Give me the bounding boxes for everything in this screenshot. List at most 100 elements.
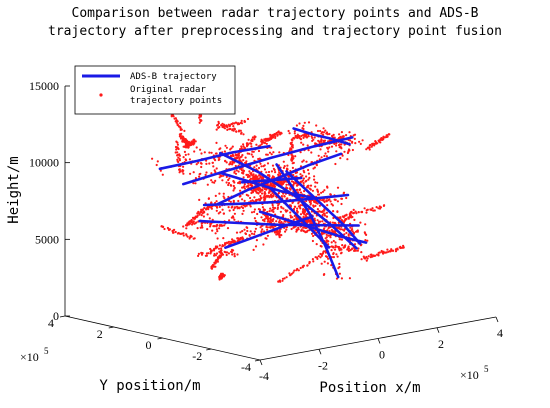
radar-point (237, 170, 240, 173)
radar-point (249, 230, 252, 233)
radar-point (312, 260, 315, 263)
radar-point (220, 247, 223, 250)
radar-point (178, 168, 181, 171)
radar-point (364, 223, 367, 226)
radar-point (260, 138, 263, 141)
radar-point (311, 239, 314, 243)
radar-point (189, 172, 192, 175)
radar-point (293, 218, 296, 221)
radar-point (307, 135, 310, 138)
y-tick-label: 4 (48, 316, 54, 330)
radar-point (334, 162, 337, 166)
adsb-track-line (219, 151, 358, 250)
radar-point (286, 164, 289, 167)
radar-point (336, 186, 340, 189)
y-tick-label: 2 (97, 327, 103, 341)
radar-point (248, 234, 251, 237)
radar-point (273, 168, 276, 172)
radar-point (312, 234, 315, 238)
radar-point (253, 230, 256, 233)
radar-point (223, 150, 226, 153)
radar-point (340, 202, 343, 206)
radar-point (307, 121, 311, 124)
radar-point (250, 211, 254, 214)
radar-point (294, 136, 297, 139)
radar-point (280, 132, 283, 135)
radar-point (210, 151, 213, 154)
radar-point (283, 165, 286, 168)
radar-point (325, 215, 329, 218)
radar-point (306, 264, 309, 267)
radar-point (241, 198, 244, 201)
radar-point (224, 160, 227, 163)
radar-point (208, 205, 211, 208)
radar-point (242, 143, 245, 146)
radar-point (255, 187, 258, 190)
radar-point (330, 203, 333, 206)
radar-point (309, 203, 312, 206)
radar-point (285, 186, 288, 189)
radar-point (307, 220, 310, 223)
z-tick-label: 15000 (29, 79, 59, 93)
radar-point (332, 252, 335, 256)
adsb-track-line (216, 152, 343, 206)
radar-point (230, 216, 233, 219)
radar-point (366, 239, 369, 242)
radar-point (339, 252, 343, 255)
radar-point (228, 128, 231, 131)
radar-point (356, 249, 359, 252)
radar-point (218, 227, 221, 230)
radar-point (217, 120, 220, 123)
radar-point (178, 159, 181, 162)
radar-point (345, 231, 348, 235)
adsb-track-line (202, 193, 350, 207)
radar-point (390, 248, 393, 251)
radar-point (330, 134, 334, 138)
radar-point (178, 135, 181, 138)
radar-point (272, 175, 275, 179)
radar-point (398, 246, 401, 249)
radar-point (372, 209, 375, 212)
radar-point (300, 228, 303, 231)
radar-point (353, 133, 357, 136)
radar-point (240, 119, 243, 122)
radar-point (272, 206, 275, 209)
radar-point (323, 154, 326, 158)
radar-point (315, 243, 318, 246)
radar-point (253, 196, 256, 199)
radar-point (201, 252, 204, 255)
radar-point (254, 227, 257, 230)
radar-point (269, 207, 272, 210)
radar-point (177, 156, 180, 159)
radar-point (203, 151, 206, 154)
radar-point (225, 181, 228, 184)
radar-point (249, 205, 252, 208)
radar-point (227, 206, 230, 209)
radar-point (291, 166, 294, 169)
radar-point (241, 230, 244, 233)
radar-point (237, 181, 240, 185)
radar-point (206, 228, 209, 231)
radar-point (253, 136, 256, 139)
radar-point (290, 180, 294, 183)
radar-point (214, 194, 217, 197)
radar-point (188, 144, 191, 147)
radar-point (291, 143, 294, 147)
radar-point (302, 136, 305, 139)
radar-point (233, 187, 236, 190)
radar-point (300, 135, 303, 138)
radar-point (266, 228, 269, 231)
radar-point (371, 207, 374, 210)
adsb-track-line (258, 210, 368, 244)
radar-point (184, 153, 187, 156)
radar-point (251, 189, 254, 192)
radar-point (198, 116, 201, 119)
radar-point (345, 134, 348, 137)
radar-point (311, 139, 314, 142)
radar-point (272, 151, 275, 154)
radar-point (213, 254, 216, 257)
radar-point (322, 133, 325, 136)
radar-point (274, 135, 277, 138)
radar-point (259, 194, 262, 198)
radar-point (250, 232, 254, 235)
